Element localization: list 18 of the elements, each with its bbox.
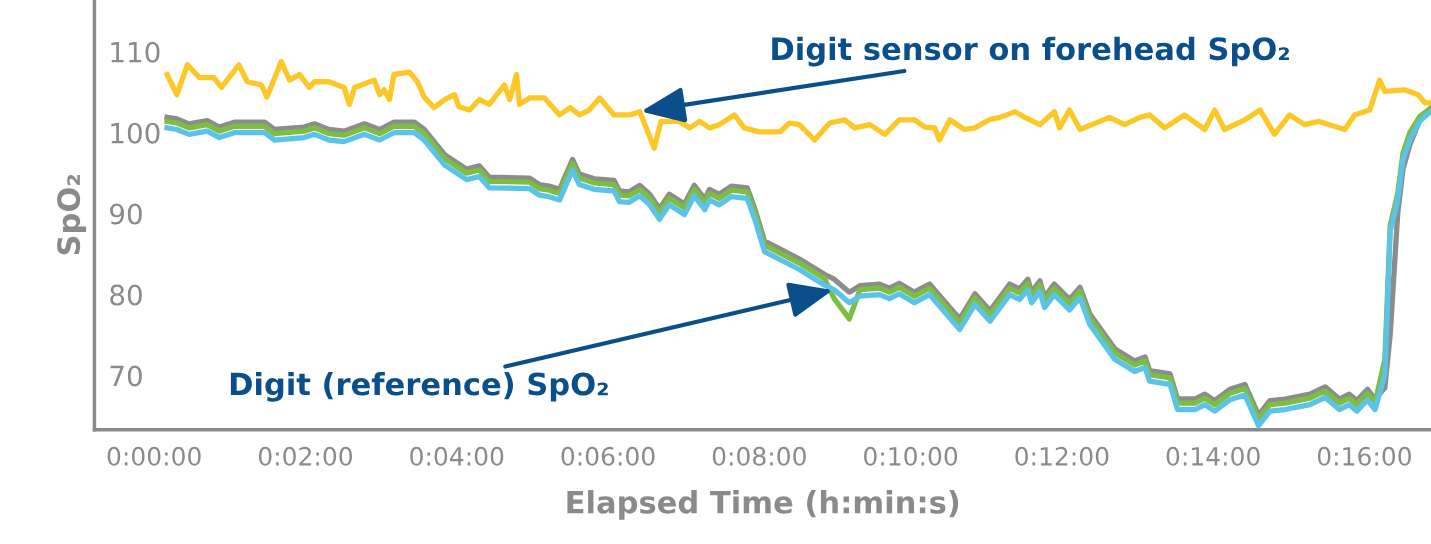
x-tick-label: 0:04:00 (410, 446, 504, 466)
x-tick-label: 0:00:00 (107, 446, 201, 466)
x-tick-label: 0:10:00 (864, 446, 958, 466)
x-tick-label: 0:16:00 (1317, 446, 1411, 466)
y-tick-label: 80 (110, 284, 142, 306)
annotation: Digit sensor on forehead SpO₂ (772, 36, 1289, 67)
y-tick-label: 70 (110, 365, 142, 387)
y-tick-label: 90 (110, 203, 142, 225)
annotation: Digit (reference) SpO₂ (230, 371, 608, 402)
y-tick-label: 110 (111, 41, 160, 63)
x-tick-label: 0:14:00 (1166, 446, 1260, 466)
y-tick-label: 100 (111, 122, 160, 144)
x-tick-label: 0:12:00 (1015, 446, 1109, 466)
x-tick-label: 0:06:00 (561, 446, 655, 466)
x-tick-label: 0:02:00 (258, 446, 353, 466)
x-axis-title: Elapsed Time (h:min:s) (567, 490, 959, 520)
y-axis-title: SpO₂ (57, 174, 87, 255)
x-tick-label: 0:08:00 (712, 446, 806, 466)
